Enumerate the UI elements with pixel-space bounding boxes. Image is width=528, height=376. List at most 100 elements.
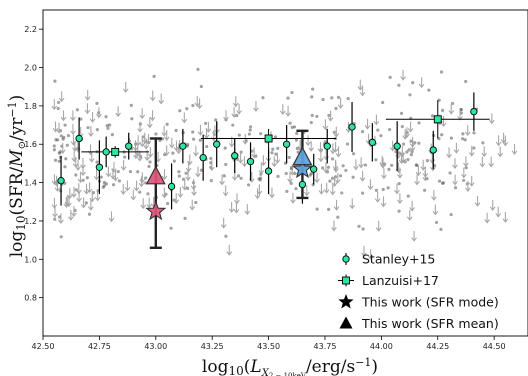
upper-limit-arrow <box>409 140 416 152</box>
upper-limit-arrow <box>185 170 191 182</box>
stanley15-point <box>95 163 104 171</box>
background-point <box>55 138 60 142</box>
upper-limit-arrow <box>253 100 259 112</box>
upper-limit-arrow <box>497 146 504 158</box>
upper-limit-arrow <box>446 147 452 159</box>
upper-limit-arrow <box>330 143 336 155</box>
background-point <box>136 170 140 174</box>
upper-limit-arrow <box>77 172 84 184</box>
background-point <box>427 88 431 92</box>
x-tick-label: 43.75 <box>314 342 337 351</box>
stanley15-point <box>393 142 401 150</box>
background-point <box>376 128 380 132</box>
x-tick-label: 44.00 <box>370 342 393 351</box>
background-point <box>434 220 439 225</box>
background-point <box>295 131 299 136</box>
upper-limit-arrow <box>86 182 93 194</box>
stanley15-point <box>179 142 187 150</box>
background-point <box>246 183 251 187</box>
background-point <box>290 125 294 130</box>
background-point <box>464 166 468 170</box>
upper-limit-arrow <box>196 98 203 110</box>
background-point <box>237 133 241 137</box>
upper-limit-arrow <box>146 117 153 129</box>
upper-limit-arrow <box>66 188 73 200</box>
upper-limit-arrow <box>251 147 257 159</box>
background-point <box>65 143 69 147</box>
background-point <box>209 179 213 183</box>
background-point <box>261 96 265 100</box>
upper-limit-arrow <box>70 124 76 136</box>
background-point <box>165 122 169 126</box>
upper-limit-arrow <box>60 110 67 122</box>
upper-limit-arrow <box>349 198 356 210</box>
upper-limit-arrow <box>289 164 296 176</box>
sfr-mean-triangle <box>145 165 166 185</box>
background-point <box>330 157 335 161</box>
background-point <box>174 128 178 133</box>
upper-limit-arrow <box>314 172 320 184</box>
background-point <box>309 171 313 176</box>
upper-limit-arrow <box>333 199 340 211</box>
upper-limit-arrow <box>147 146 154 158</box>
axis-ticks: 42.50 42.75 43.00 43.25 43.50 43.75 44.00 44.25… <box>24 25 505 351</box>
upper-limit-arrow <box>191 185 197 197</box>
background-point <box>107 123 112 127</box>
background-point <box>85 176 89 180</box>
upper-limit-arrow <box>222 185 229 197</box>
upper-limit-arrow <box>335 146 342 158</box>
sfr-mode-star <box>291 158 313 179</box>
upper-limit-arrow <box>161 187 168 199</box>
upper-limit-arrow <box>333 126 340 138</box>
background-point <box>400 125 404 129</box>
stanley15-point <box>57 177 65 185</box>
upper-limit-arrow <box>220 217 227 229</box>
upper-limit-arrow <box>75 183 82 195</box>
upper-limit-arrow <box>327 110 334 122</box>
upper-limit-arrow <box>177 187 184 198</box>
background-point <box>271 147 275 151</box>
upper-limit-arrow <box>132 148 139 160</box>
background-point <box>116 169 120 174</box>
upper-limit-arrow <box>223 110 229 122</box>
background-point <box>128 169 133 174</box>
upper-limit-arrow <box>51 99 58 111</box>
background-point <box>129 103 133 108</box>
background-point <box>363 163 368 167</box>
background-point <box>79 117 83 121</box>
upper-limit-arrow <box>84 103 91 115</box>
background-point <box>63 123 67 127</box>
background-point <box>185 144 190 148</box>
y-tick-label: 1.6 <box>24 140 37 149</box>
background-point <box>461 137 465 141</box>
background-point <box>294 138 298 142</box>
stanley15-point <box>246 157 255 166</box>
background-point <box>405 150 409 154</box>
background-point <box>104 115 108 119</box>
background-point <box>191 130 195 134</box>
upper-limit-arrow <box>80 165 86 177</box>
upper-limit-arrow <box>367 179 374 191</box>
background-point <box>52 144 56 148</box>
background-point <box>440 108 445 112</box>
background-point <box>411 81 415 85</box>
upper-limit-arrow <box>422 166 429 178</box>
background-point <box>406 194 410 198</box>
upper-limit-arrow <box>120 159 127 171</box>
upper-limit-arrow <box>161 169 168 181</box>
background-point <box>56 100 61 105</box>
upper-limit-arrow <box>380 196 387 208</box>
upper-limit-arrow <box>495 206 502 218</box>
background-point <box>294 187 298 191</box>
background-point <box>417 141 421 145</box>
background-point <box>374 188 378 193</box>
background-point <box>166 201 170 206</box>
background-point <box>144 176 148 180</box>
upper-limit-arrow <box>219 174 225 186</box>
upper-limit-arrow <box>51 197 58 209</box>
background-point <box>62 135 66 139</box>
background-point <box>415 163 419 167</box>
background-point <box>345 142 350 146</box>
background-point <box>66 134 71 138</box>
upper-limit-arrow <box>464 125 471 137</box>
